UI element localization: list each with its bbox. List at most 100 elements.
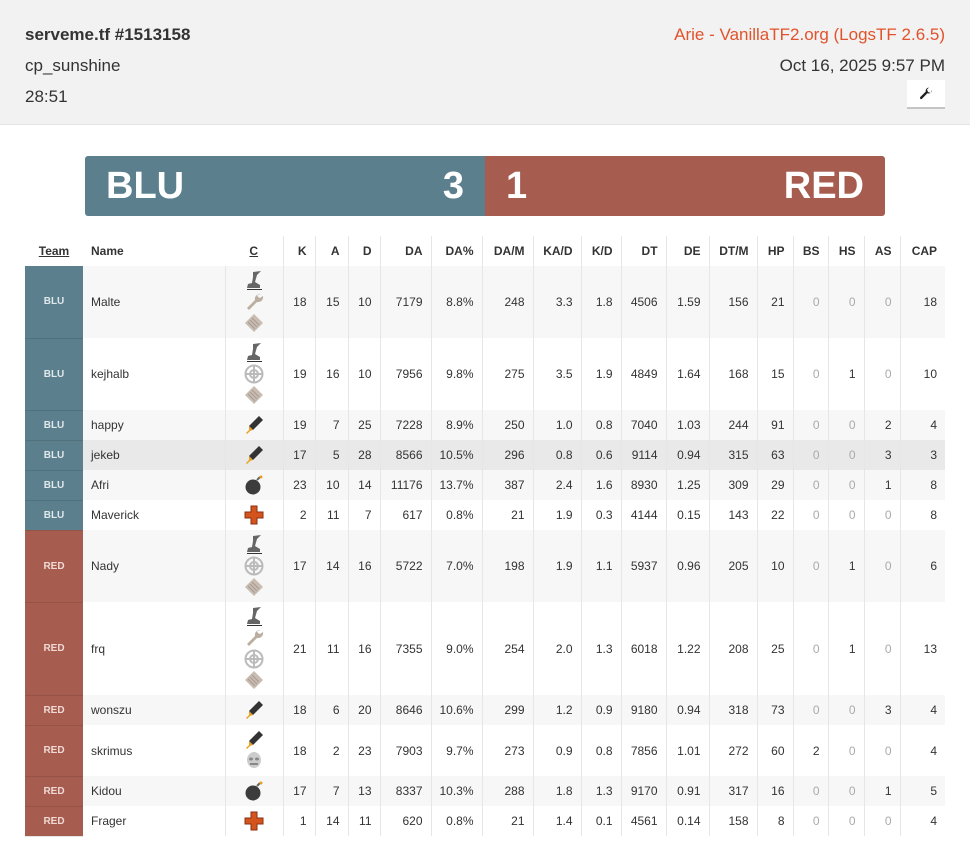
cross-icon[interactable] [244,505,264,525]
wheel-icon[interactable] [244,649,264,669]
stat-hp: 16 [756,776,794,806]
team-cell: RED [25,602,83,696]
column-header-ka-d[interactable]: KA/D [532,236,582,266]
column-header-da[interactable]: DA [379,236,431,266]
player-row[interactable]: RED Frager 1 14 11 620 0.8% 21 1.4 0.1 4561 0.14 158… [25,806,946,837]
column-header-dt[interactable]: DT [620,236,667,266]
boot-icon[interactable] [244,343,264,363]
column-header-team[interactable]: Team [25,236,83,266]
player-row[interactable]: RED frq 21 11 16 7355 9.0% 254 2.0 1.3 6018 1.22 208… [25,602,946,696]
stat-k-d: 1.6 [580,470,622,500]
stat-da: 8646 [379,695,431,725]
column-header-k[interactable]: K [282,236,315,266]
rocket-icon[interactable] [244,415,264,435]
class-cell [224,470,283,500]
column-header-label: DE [683,244,701,258]
stat-da-m: 198 [481,530,534,602]
player-name[interactable]: Maverick [91,508,140,522]
stat-a: 16 [314,338,348,410]
ammo-icon[interactable] [244,577,264,597]
boot-icon[interactable] [244,271,264,291]
stat-da-: 9.8% [430,338,483,410]
stat-as: 0 [863,266,901,338]
player-row[interactable]: BLU Maverick 2 11 7 617 0.8% 21 1.9 0.3 4144 0.15 14… [25,500,946,531]
player-name[interactable]: Nady [83,530,225,602]
player-name[interactable]: Frager [91,814,127,828]
mask-icon[interactable] [244,751,264,771]
stat-k-d: 0.1 [580,806,622,836]
team-cell: BLU [25,470,83,501]
class-cell [224,806,283,836]
player-row[interactable]: BLU Afri 23 10 14 11176 13.7% 387 2.4 1.6 8930 1.25… [25,470,946,501]
boot-icon[interactable] [244,607,264,627]
ammo-icon[interactable] [244,313,264,333]
rocket-icon[interactable] [244,445,264,465]
player-name[interactable]: wonszu [83,695,225,725]
player-name[interactable]: jekeb [83,440,225,470]
player-name[interactable]: kejhalb [91,367,130,381]
column-header-k-d[interactable]: K/D [580,236,622,266]
player-name[interactable]: Malte [83,266,225,338]
stat-da-: 8.9% [430,410,483,440]
wheel-icon[interactable] [244,364,264,384]
cross-icon[interactable] [244,811,264,831]
player-row[interactable]: BLU Malte 18 15 10 7179 8.8% 248 3.3 1.8 4506 1.59 1… [25,266,946,339]
stat-da-: 8.8% [430,266,483,338]
stat-k-d: 1.9 [580,338,622,410]
ammo-icon[interactable] [244,670,264,690]
player-row[interactable]: RED wonszu 18 6 20 8646 10.6% 299 1.2 0.9 9180 0.94… [25,695,946,726]
column-header-de[interactable]: DE [665,236,710,266]
stat-da-: 0.8% [430,500,483,530]
player-row[interactable]: BLU happy 19 7 25 7228 8.9% 250 1.0 0.8 7040 1.03 24… [25,410,946,441]
column-header-as[interactable]: AS [863,236,901,266]
column-header-da-m[interactable]: DA/M [481,236,534,266]
stat-cap: 5 [899,776,946,806]
wheel-icon[interactable] [244,556,264,576]
player-row[interactable]: RED Kidou 17 7 13 8337 10.3% 288 1.8 1.3 9170 0.91 3… [25,776,946,807]
team-cell: RED [25,806,83,837]
column-header-dt-m[interactable]: DT/M [708,236,758,266]
player-row[interactable]: RED Nady 17 14 16 5722 7.0% 198 1.9 1.1 5937 0.96 20… [25,530,946,603]
player-name[interactable]: frq [91,641,106,656]
column-header-c[interactable]: C [225,236,283,266]
bomb-icon[interactable] [244,475,264,495]
column-header-cap[interactable]: CAP [899,236,946,266]
stat-dt: 4506 [620,266,667,338]
rocket-icon[interactable] [244,730,264,750]
wrench-icon[interactable] [244,292,264,312]
player-name[interactable]: Kidou [83,776,225,806]
column-header-label: DT/M [719,244,749,258]
player-row[interactable]: BLU kejhalb 19 16 10 7956 9.8% 275 3.5 1.9 4849 1.6… [25,338,946,411]
red-score: 1 [506,164,528,207]
column-header-a[interactable]: A [314,236,348,266]
column-header-name[interactable]: Name [83,236,225,266]
wrench-icon[interactable] [244,628,264,648]
column-header-d[interactable]: D [347,236,380,266]
stat-k-d: 0.8 [580,725,622,776]
ammo-icon[interactable] [244,385,264,405]
stat-k: 17 [282,530,315,602]
stat-dt: 6018 [620,602,667,695]
stat-da-m: 275 [481,338,534,410]
player-row[interactable]: RED skrimus 18 2 23 7903 9.7% 273 0.9 0.8 7856 1.01… [25,725,946,777]
column-header-hs[interactable]: HS [827,236,865,266]
stat-hs: 1 [827,530,865,602]
stat-dt-m: 317 [708,776,758,806]
player-row[interactable]: BLU jekeb 17 5 28 8566 10.5% 296 0.8 0.6 9114 0.94 3… [25,440,946,471]
column-header-bs[interactable]: BS [792,236,829,266]
stat-ka-d: 1.2 [532,695,582,725]
stat-d: 20 [347,695,380,725]
player-name[interactable]: skrimus [91,743,133,758]
stat-hs: 0 [827,695,865,725]
tools-button[interactable] [907,80,945,109]
player-name[interactable]: Afri [83,470,225,500]
column-header-hp[interactable]: HP [756,236,794,266]
boot-icon[interactable] [244,535,264,555]
player-name[interactable]: happy [83,410,225,440]
bomb-icon[interactable] [244,781,264,801]
rocket-icon[interactable] [244,700,264,720]
column-header-da-[interactable]: DA% [430,236,483,266]
log-title: serveme.tf #1513158 [25,25,191,44]
stat-de: 0.91 [665,776,710,806]
uploader-link[interactable]: Arie - VanillaTF2.org (LogsTF 2.6.5) [674,25,945,44]
